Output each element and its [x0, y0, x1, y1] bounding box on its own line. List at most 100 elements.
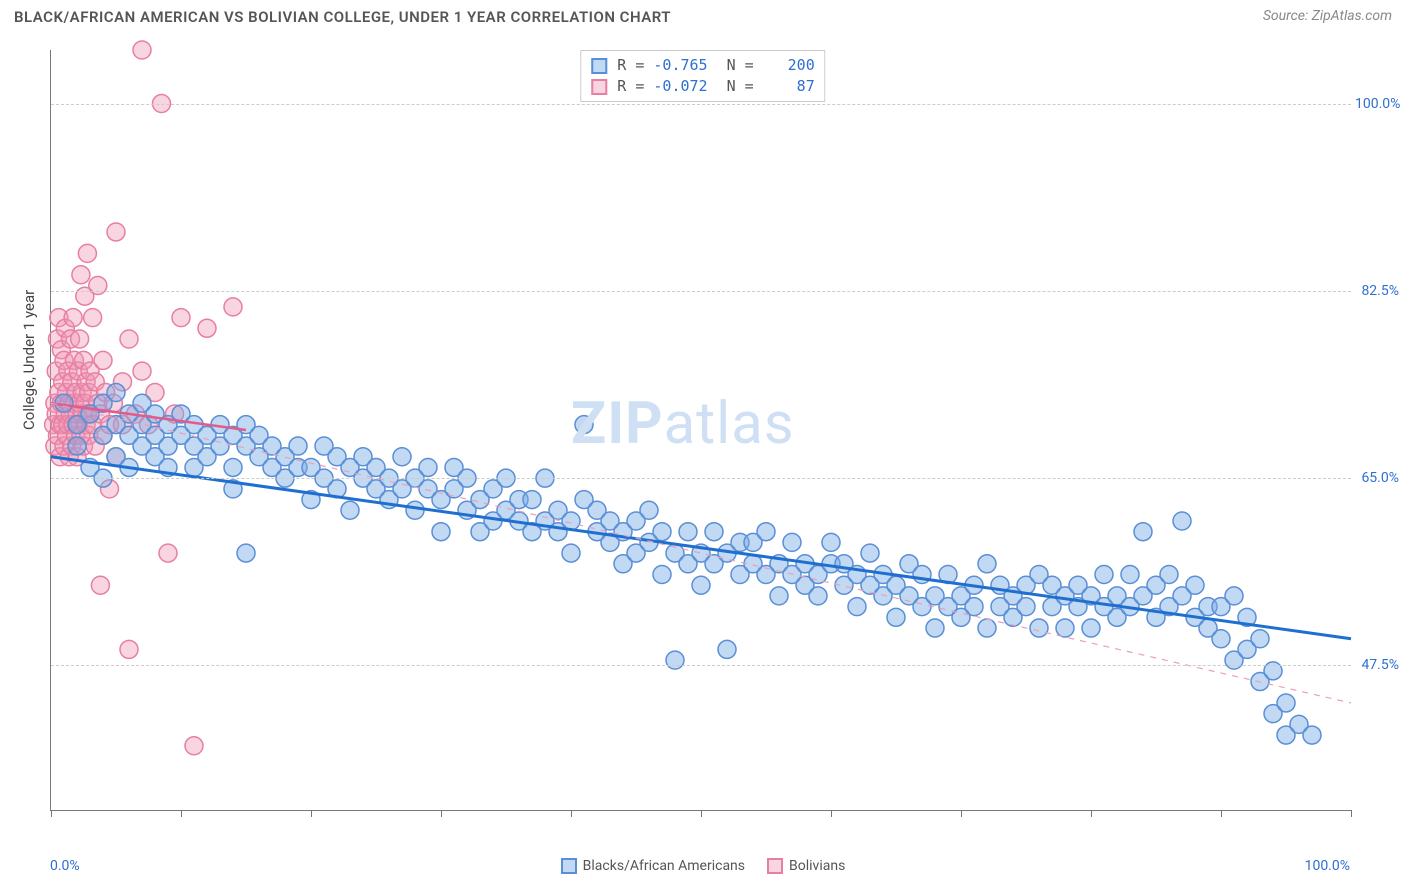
stats-legend-row-pink: R = -0.072 N = 87: [591, 76, 814, 97]
scatter-point-blue: [1095, 566, 1113, 584]
scatter-point-blue: [1277, 694, 1295, 712]
scatter-point-blue: [887, 608, 905, 626]
stats-legend: R = -0.765 N = 200 R = -0.072 N = 87: [580, 50, 825, 102]
gridline: [51, 291, 1351, 292]
y-tick-label: 82.5%: [1355, 283, 1399, 299]
scatter-point-blue: [640, 501, 658, 519]
scatter-point-blue: [978, 619, 996, 637]
scatter-point-blue: [757, 523, 775, 541]
x-tick: [1351, 810, 1352, 817]
scatter-point-blue: [419, 458, 437, 476]
scatter-point-pink: [133, 41, 151, 59]
scatter-point-blue: [1212, 630, 1230, 648]
scatter-point-pink: [185, 737, 203, 755]
scatter-point-blue: [1017, 598, 1035, 616]
x-tick: [181, 810, 182, 817]
chart-svg: [51, 50, 1351, 810]
scatter-point-pink: [78, 244, 96, 262]
x-tick: [1091, 810, 1092, 817]
scatter-point-blue: [523, 491, 541, 509]
series-legend: Blacks/African Americans Bolivians: [0, 858, 1406, 874]
x-tick: [1221, 810, 1222, 817]
scatter-point-blue: [432, 523, 450, 541]
plot-area: ZIPatlas 47.5%65.0%82.5%100.0%: [50, 50, 1351, 811]
legend-item-blue: Blacks/African Americans: [561, 858, 745, 874]
scatter-point-blue: [289, 437, 307, 455]
x-tick: [311, 810, 312, 817]
scatter-point-blue: [926, 619, 944, 637]
x-tick: [51, 810, 52, 817]
scatter-point-pink: [120, 330, 138, 348]
scatter-point-blue: [783, 533, 801, 551]
legend-swatch-blue: [561, 858, 577, 874]
chart-source: Source: ZipAtlas.com: [1263, 8, 1392, 24]
scatter-point-pink: [159, 544, 177, 562]
scatter-point-pink: [64, 309, 82, 327]
scatter-point-pink: [120, 640, 138, 658]
scatter-point-blue: [809, 587, 827, 605]
y-tick-label: 65.0%: [1355, 470, 1399, 486]
stats-swatch-blue: [591, 58, 607, 74]
scatter-point-blue: [1121, 566, 1139, 584]
scatter-point-blue: [1251, 630, 1269, 648]
scatter-point-blue: [679, 523, 697, 541]
scatter-point-blue: [224, 458, 242, 476]
scatter-point-blue: [393, 448, 411, 466]
scatter-point-blue: [1186, 576, 1204, 594]
legend-swatch-pink: [767, 858, 783, 874]
scatter-point-blue: [1173, 512, 1191, 530]
scatter-point-blue: [653, 566, 671, 584]
scatter-point-pink: [224, 298, 242, 316]
scatter-point-blue: [341, 501, 359, 519]
y-tick-label: 47.5%: [1355, 657, 1399, 673]
scatter-point-blue: [978, 555, 996, 573]
scatter-point-blue: [406, 501, 424, 519]
scatter-point-blue: [848, 598, 866, 616]
scatter-point-blue: [562, 544, 580, 562]
scatter-point-blue: [692, 576, 710, 594]
scatter-point-pink: [84, 309, 102, 327]
gridline: [51, 104, 1351, 105]
chart-title: BLACK/AFRICAN AMERICAN VS BOLIVIAN COLLE…: [14, 8, 671, 26]
scatter-point-pink: [107, 223, 125, 241]
gridline: [51, 478, 1351, 479]
stats-legend-row-blue: R = -0.765 N = 200: [591, 55, 814, 76]
scatter-point-pink: [94, 351, 112, 369]
x-tick: [831, 810, 832, 817]
scatter-point-pink: [172, 309, 190, 327]
y-axis-label: College, Under 1 year: [20, 290, 38, 430]
scatter-point-blue: [1225, 587, 1243, 605]
scatter-point-blue: [68, 437, 86, 455]
scatter-point-blue: [107, 384, 125, 402]
scatter-point-blue: [718, 640, 736, 658]
scatter-point-pink: [91, 576, 109, 594]
x-tick: [441, 810, 442, 817]
scatter-point-blue: [822, 533, 840, 551]
scatter-point-pink: [72, 266, 90, 284]
scatter-point-blue: [1082, 619, 1100, 637]
scatter-point-blue: [1134, 523, 1152, 541]
legend-label-blue: Blacks/African Americans: [583, 858, 745, 874]
scatter-point-blue: [965, 598, 983, 616]
scatter-point-blue: [770, 587, 788, 605]
scatter-point-blue: [653, 523, 671, 541]
scatter-point-blue: [861, 544, 879, 562]
stats-r-pink: -0.072: [653, 76, 707, 97]
scatter-point-blue: [575, 416, 593, 434]
scatter-point-blue: [1303, 726, 1321, 744]
stats-swatch-pink: [591, 79, 607, 95]
stats-n-blue: 200: [763, 55, 815, 76]
gridline: [51, 665, 1351, 666]
scatter-point-pink: [71, 330, 89, 348]
x-tick: [571, 810, 572, 817]
stats-r-blue: -0.765: [653, 55, 707, 76]
x-tick: [701, 810, 702, 817]
stats-n-pink: 87: [763, 76, 815, 97]
scatter-point-blue: [1030, 619, 1048, 637]
legend-label-pink: Bolivians: [789, 858, 845, 874]
scatter-point-pink: [198, 319, 216, 337]
scatter-point-pink: [133, 362, 151, 380]
scatter-point-blue: [1160, 566, 1178, 584]
scatter-point-blue: [705, 523, 723, 541]
y-tick-label: 100.0%: [1355, 96, 1399, 112]
